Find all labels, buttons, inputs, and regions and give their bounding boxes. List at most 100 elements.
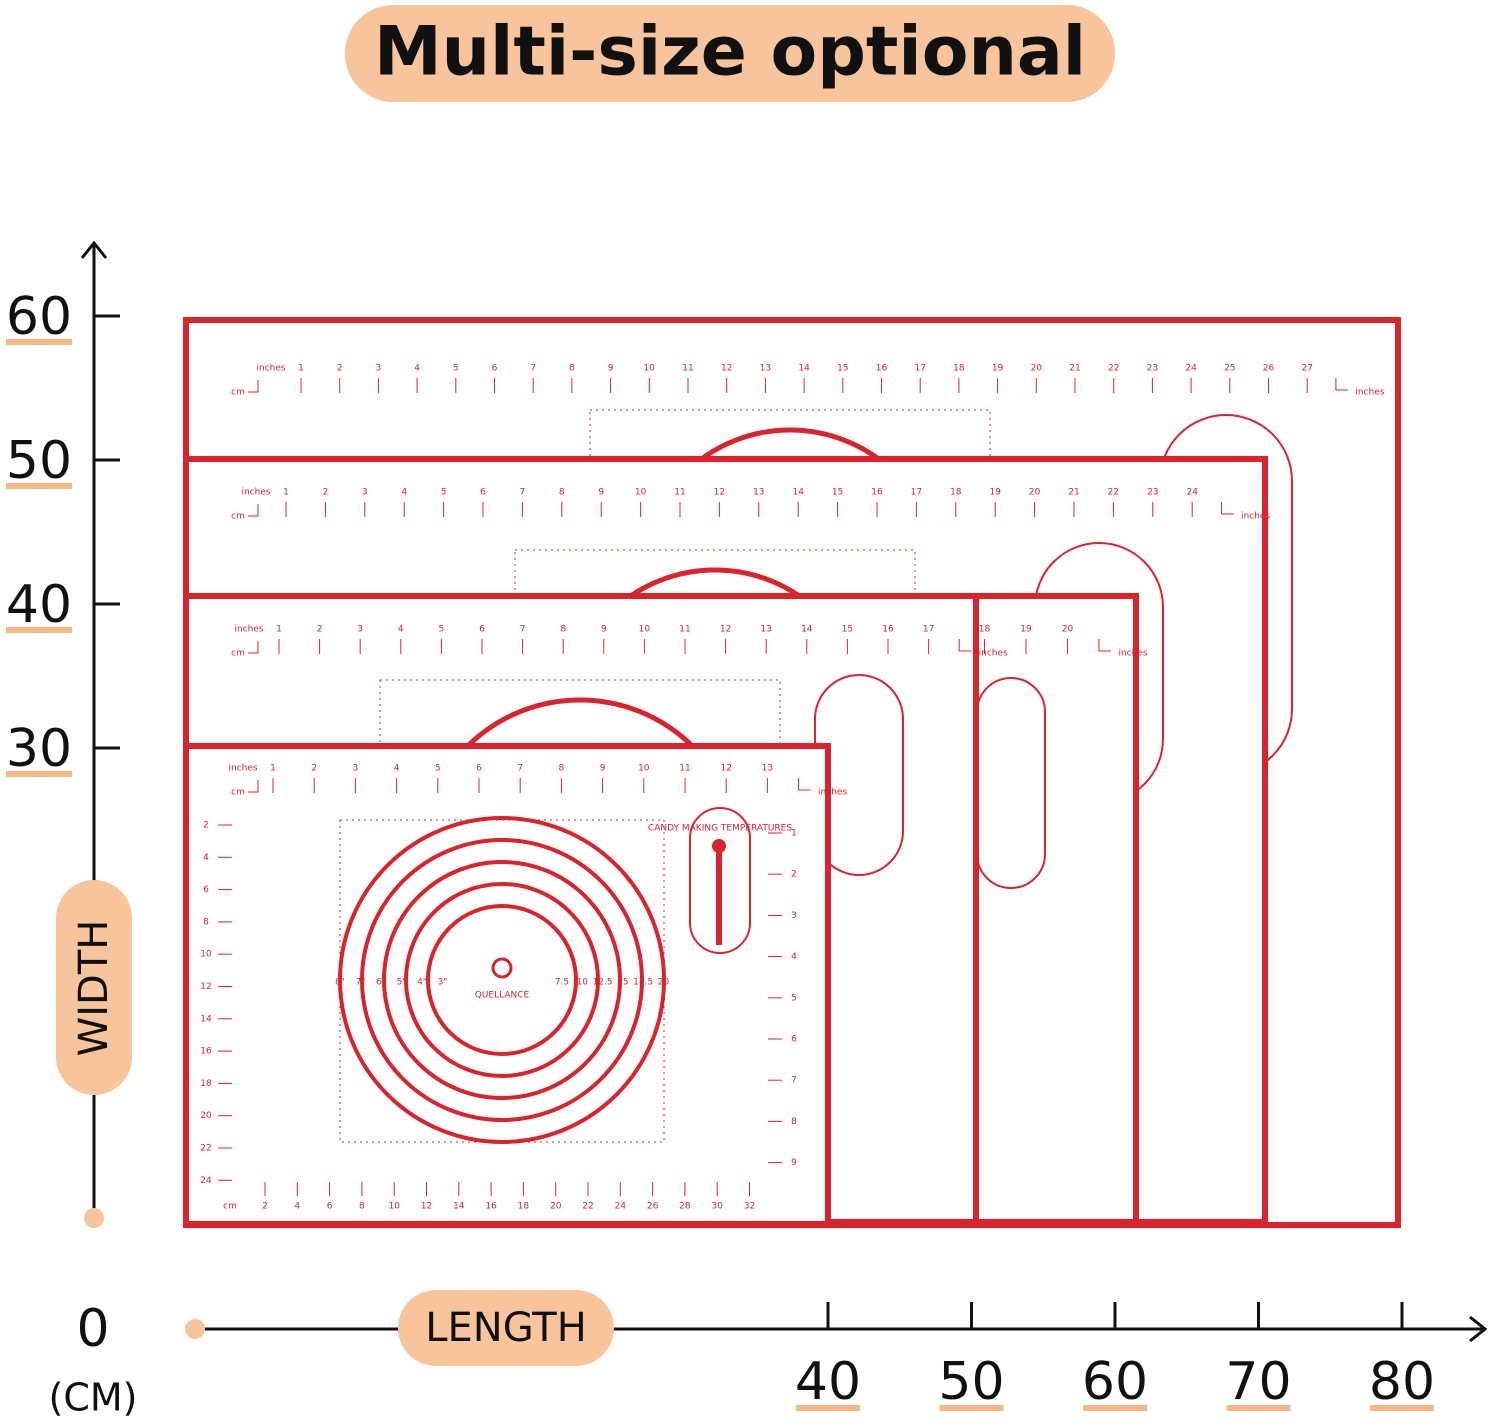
title-pill <box>345 5 1115 102</box>
ruler-unit: cm <box>223 1202 237 1212</box>
ruler-number: 4 <box>398 625 404 635</box>
ruler-number: 11 <box>679 625 690 635</box>
candy-title: CANDY MAKING TEMPERATURES <box>648 824 792 834</box>
ruler-number: 9 <box>600 764 606 774</box>
ruler-number: 7 <box>791 1076 797 1086</box>
ruler-number: 9 <box>598 488 604 498</box>
mat-circle <box>338 816 666 1144</box>
ruler-unit: inches <box>818 788 847 798</box>
ruler-number: 4 <box>394 764 400 774</box>
ruler-number: 6 <box>476 764 482 774</box>
thermometer-bulb <box>712 839 726 853</box>
ruler-number: 16 <box>876 364 888 374</box>
width-pill <box>56 880 132 1095</box>
ruler-corner <box>958 639 972 652</box>
circle-label: 5" <box>397 978 407 988</box>
tick-label: 40 <box>6 575 72 635</box>
circle-label: 7" <box>356 978 366 988</box>
ruler-number: 10 <box>638 764 650 774</box>
ruler-corner <box>1221 502 1234 515</box>
length-pill <box>398 1290 614 1366</box>
ruler-number: 4 <box>203 853 209 863</box>
ruler-number: 17 <box>911 488 922 498</box>
circle-label: 17.5 <box>633 978 653 988</box>
ruler-number: 11 <box>682 364 693 374</box>
ruler-number: 24 <box>1186 488 1198 498</box>
ruler-number: 6 <box>480 488 486 498</box>
ruler-number: 25 <box>1224 364 1235 374</box>
ruler-number: 18 <box>518 1202 530 1212</box>
brand-logo <box>491 957 513 979</box>
ruler-number: 3 <box>791 911 797 921</box>
ruler-number: 10 <box>644 364 656 374</box>
ruler-number: 7 <box>530 364 536 374</box>
ruler-number: 3 <box>357 625 363 635</box>
ruler-number: 6 <box>791 1035 797 1045</box>
ruler-number: 8 <box>560 625 566 635</box>
ruler-number: 20 <box>1029 488 1041 498</box>
circle-label: 20 <box>658 978 670 988</box>
ruler-number: 8 <box>203 917 209 927</box>
title: Multi-size optional <box>374 13 1086 92</box>
tick-label: 60 <box>6 287 72 347</box>
ruler-number: 13 <box>760 364 771 374</box>
axis-dot <box>185 1319 205 1339</box>
unit-label: (CM) <box>49 1376 138 1420</box>
ruler-unit: inches <box>234 625 263 635</box>
ruler-number: 4 <box>414 364 420 374</box>
mat-border <box>183 743 831 1227</box>
ruler-number: 2 <box>337 364 343 374</box>
ruler-number: 2 <box>317 625 323 635</box>
ruler-number: 26 <box>647 1202 659 1212</box>
length-label: LENGTH <box>425 1305 587 1351</box>
ruler-number: 8 <box>791 1117 797 1127</box>
ruler-number: 19 <box>992 364 1004 374</box>
ruler-number: 23 <box>1147 364 1158 374</box>
ruler-number: 11 <box>679 764 690 774</box>
ruler-number: 10 <box>200 950 212 960</box>
ruler-unit: cm <box>231 388 245 398</box>
ruler-number: 10 <box>639 625 651 635</box>
ruler-number: 30 <box>711 1202 723 1212</box>
axis-arrow <box>1469 1315 1488 1343</box>
ruler-number: 21 <box>1069 364 1080 374</box>
tick-label: 30 <box>6 719 72 779</box>
ruler-unit: inches <box>256 364 285 374</box>
ruler-number: 26 <box>1263 364 1275 374</box>
tick-label: 50 <box>6 431 72 491</box>
ruler-number: 7 <box>520 625 526 635</box>
ruler-number: 12 <box>721 364 732 374</box>
ruler-number: 2 <box>311 764 317 774</box>
ruler-number: 4 <box>294 1202 300 1212</box>
ruler-number: 18 <box>950 488 962 498</box>
circle-label: 10 <box>577 978 589 988</box>
ruler-number: 4 <box>791 952 797 962</box>
ruler-number: 12 <box>200 982 211 992</box>
ruler-corner <box>248 504 259 517</box>
ruler-unit: cm <box>231 649 245 659</box>
ruler-corner <box>248 780 259 793</box>
ruler-number: 21 <box>1068 488 1079 498</box>
ruler-number: 20 <box>200 1111 212 1121</box>
circle-label: 4" <box>417 978 427 988</box>
ruler-number: 19 <box>989 488 1001 498</box>
ruler-number: 9 <box>601 625 607 635</box>
ruler-unit: cm <box>231 788 245 798</box>
axes: WIDTH LENGTH 0 (CM) 60 50 40 30 40 50 60 70 80 <box>6 240 1488 1420</box>
ruler-number: 22 <box>1108 488 1119 498</box>
ruler-unit: inches <box>979 649 1008 659</box>
ruler-number: 32 <box>744 1202 755 1212</box>
circle-label: 7.5 <box>555 978 569 988</box>
ruler-unit: cm <box>231 512 245 522</box>
ruler-number: 9 <box>608 364 614 374</box>
ruler-number: 7 <box>520 488 526 498</box>
mat-circle <box>382 860 622 1100</box>
ruler-number: 20 <box>1062 625 1074 635</box>
ruler-unit: inches <box>1118 649 1147 659</box>
ruler-number: 8 <box>569 364 575 374</box>
ruler-number: 28 <box>679 1202 691 1212</box>
circle-label: 6" <box>376 978 386 988</box>
ruler-number: 24 <box>615 1202 627 1212</box>
tick-label: 80 <box>1369 1352 1435 1412</box>
